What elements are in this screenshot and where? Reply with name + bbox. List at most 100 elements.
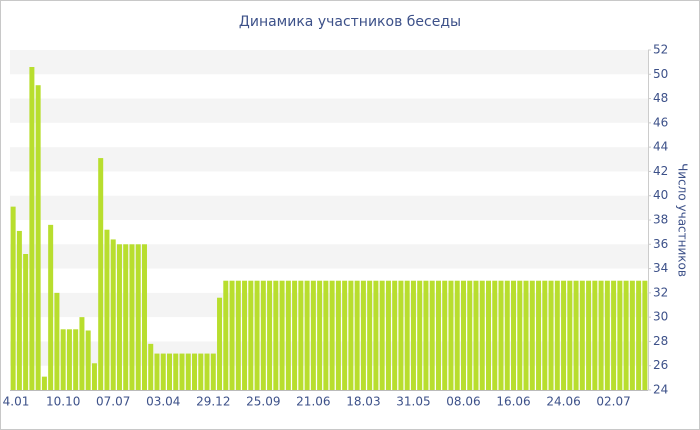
bar — [273, 280, 279, 390]
bar — [511, 280, 517, 390]
bar — [429, 280, 435, 390]
bar — [285, 280, 291, 390]
bar — [123, 244, 129, 390]
bar — [435, 280, 441, 390]
bar — [310, 280, 316, 390]
bar — [160, 353, 166, 390]
bar — [604, 280, 610, 390]
bar — [235, 280, 241, 390]
bar — [10, 206, 16, 390]
bar — [360, 280, 366, 390]
bar — [60, 329, 66, 390]
x-tick-label: 07.07 — [96, 395, 130, 409]
y-tick-label: 42 — [653, 164, 668, 178]
bar — [223, 280, 229, 390]
bar — [254, 280, 260, 390]
bar — [636, 280, 642, 390]
bar — [454, 280, 460, 390]
grid-band — [10, 244, 648, 269]
bar — [542, 280, 548, 390]
bar — [110, 239, 116, 390]
x-tick-label: 25.09 — [246, 395, 280, 409]
x-tick-label: 24.06 — [546, 395, 580, 409]
y-tick-label: 38 — [653, 213, 668, 227]
bar — [586, 280, 592, 390]
bar — [304, 280, 310, 390]
bar — [54, 292, 60, 390]
bar — [35, 85, 41, 390]
bar — [517, 280, 523, 390]
grid-band — [10, 147, 648, 172]
bar — [492, 280, 498, 390]
grid-band — [10, 292, 648, 318]
bar — [392, 280, 398, 390]
chart-title: Динамика участников беседы — [239, 14, 461, 30]
bar — [335, 280, 341, 390]
bar — [323, 280, 329, 390]
x-tick-label: 03.04 — [146, 395, 180, 409]
bar — [573, 280, 579, 390]
bar — [179, 353, 185, 390]
y-tick-label: 32 — [653, 285, 668, 299]
y-tick-label: 44 — [653, 140, 668, 154]
bar — [498, 280, 504, 390]
bar — [479, 280, 485, 390]
bar — [248, 280, 254, 390]
bar — [404, 280, 410, 390]
bar — [536, 280, 542, 390]
bar — [367, 280, 373, 390]
bar — [135, 244, 141, 390]
grid-band — [10, 98, 648, 123]
bar — [210, 353, 216, 390]
bar — [23, 254, 29, 390]
y-axis-label: Число участников — [676, 163, 690, 277]
bar — [473, 280, 479, 390]
bar — [192, 353, 198, 390]
grid-band — [10, 341, 648, 366]
bar — [385, 280, 391, 390]
x-tick-label: 02.07 — [596, 395, 630, 409]
x-tick-label: 18.03 — [346, 395, 380, 409]
bar — [561, 280, 567, 390]
bar — [154, 353, 160, 390]
bar — [611, 280, 617, 390]
bar — [379, 280, 385, 390]
bar — [217, 297, 223, 390]
x-tick-label: 31.05 — [396, 395, 430, 409]
bar — [373, 280, 379, 390]
bar — [141, 244, 147, 390]
bar — [185, 353, 191, 390]
bar — [567, 280, 573, 390]
bar — [398, 280, 404, 390]
bar — [467, 280, 473, 390]
y-tick-label: 50 — [653, 67, 668, 81]
bar — [229, 280, 235, 390]
bar — [73, 329, 79, 390]
bar — [417, 280, 423, 390]
bar — [116, 244, 122, 390]
bar — [442, 280, 448, 390]
bar — [242, 280, 248, 390]
bar — [579, 280, 585, 390]
bar — [16, 230, 22, 390]
bar — [260, 280, 266, 390]
bar — [623, 280, 629, 390]
bar — [354, 280, 360, 390]
bar — [173, 353, 179, 390]
x-tick-label: 08.06 — [446, 395, 480, 409]
x-tick-label: 21.06 — [296, 395, 330, 409]
bar — [642, 280, 648, 390]
bar — [204, 353, 210, 390]
bar — [529, 280, 535, 390]
y-tick-label: 36 — [653, 237, 668, 251]
grid-band — [10, 50, 648, 75]
bar — [317, 280, 323, 390]
bar — [129, 244, 135, 390]
bar — [629, 280, 635, 390]
bar — [548, 280, 554, 390]
bar — [48, 224, 54, 390]
bar — [410, 280, 416, 390]
x-tick-label: 29.12 — [196, 395, 230, 409]
bar — [485, 280, 492, 390]
